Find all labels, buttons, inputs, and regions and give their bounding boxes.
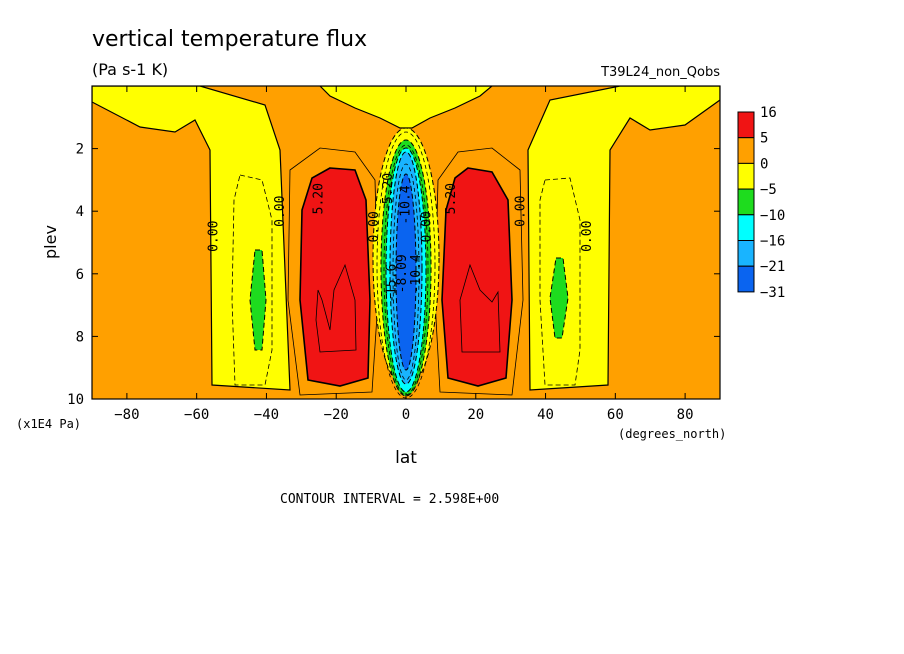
- legend-swatch: [737, 265, 755, 293]
- region-negative-5-to-0: [92, 86, 291, 391]
- contour-label: 0.00: [367, 211, 382, 242]
- y-tick-label: 10: [67, 392, 84, 408]
- legend-swatch: [737, 188, 755, 216]
- legend-label: −10: [760, 208, 785, 224]
- y-axis-units: (x1E4 Pa): [16, 417, 81, 431]
- chart-title: vertical temperature flux: [92, 27, 367, 52]
- x-tick-label: 60: [607, 407, 624, 423]
- legend-label: −5: [760, 182, 777, 198]
- legend-swatch: [737, 240, 755, 267]
- legend-swatch: [737, 214, 755, 242]
- contour-label: -15.6: [385, 264, 400, 303]
- legend-label: −16: [760, 234, 785, 250]
- contour-label: 0.00: [514, 196, 529, 227]
- legend-swatch: [737, 137, 755, 164]
- region-red-right: [441, 167, 513, 387]
- legend-label: −31: [760, 285, 785, 301]
- plot-area: [92, 86, 720, 399]
- dashed-center-3: [392, 163, 420, 381]
- legend-label: 0: [760, 156, 768, 172]
- contour-label: -10.4: [398, 185, 413, 224]
- dashed-center-2: [383, 144, 429, 396]
- x-tick-label: −40: [254, 407, 279, 423]
- contour-label: 0.00: [207, 221, 222, 252]
- contour-label: 0.00: [580, 221, 595, 252]
- color-legend: 16 5 0 −5 −10 −16 −21 −31: [737, 105, 785, 301]
- region-negative-5-to-0-right: [527, 86, 720, 391]
- x-tick-label: −20: [324, 407, 349, 423]
- x-tick-label: 0: [402, 407, 410, 423]
- legend-label: 5: [760, 131, 768, 147]
- contour-label-group: 0.000.00 5.200.00-5.20 -10.4-10.4-8.09-15.…: [207, 173, 595, 303]
- dashed-contour-left: [231, 174, 273, 386]
- y-axis: 2 4 6 8 10: [67, 142, 720, 408]
- x-tick-label: 20: [467, 407, 484, 423]
- x-tick-label: 40: [537, 407, 554, 423]
- y-tick-label: 2: [76, 142, 84, 158]
- region-green-right: [549, 257, 569, 339]
- contour-label: -8.09: [395, 254, 410, 293]
- inner-contour-right: [459, 263, 501, 353]
- region-center-blue: [395, 173, 417, 371]
- contour-label: 0.00: [273, 196, 288, 227]
- x-axis: −80 −60 −40 −20 0 20 40 60 80: [114, 86, 694, 423]
- contour-label: -10.4: [409, 254, 424, 293]
- x-axis-title: lat: [395, 448, 417, 468]
- region-green-left: [249, 249, 267, 351]
- y-tick-label: 4: [76, 204, 84, 220]
- contour-label: 5.20: [444, 183, 459, 214]
- inner-contour-left: [315, 263, 357, 353]
- legend-swatch: [737, 111, 755, 139]
- legend-label: −21: [760, 259, 785, 275]
- y-tick-label: 6: [76, 267, 84, 283]
- contour-label: 5.20: [311, 183, 326, 214]
- contour-label: -5.20: [381, 173, 396, 212]
- chart-units: (Pa s-1 K): [92, 60, 168, 79]
- contour-interval-label: CONTOUR INTERVAL = 2.598E+00: [280, 492, 499, 507]
- x-tick-label: 80: [677, 407, 694, 423]
- x-tick-label: −60: [184, 407, 209, 423]
- legend-label: 16: [760, 105, 777, 121]
- dashed-contour-right: [539, 177, 581, 386]
- dataset-label: T39L24_non_Qobs: [600, 65, 720, 80]
- contour-label: 0.00: [419, 211, 434, 242]
- legend-swatch: [737, 162, 755, 190]
- x-tick-label: −80: [114, 407, 139, 423]
- x-axis-units: (degrees_north): [618, 427, 726, 441]
- y-axis-title: plev: [41, 225, 60, 259]
- y-tick-label: 8: [76, 329, 84, 345]
- region-top-yellow: [319, 86, 493, 129]
